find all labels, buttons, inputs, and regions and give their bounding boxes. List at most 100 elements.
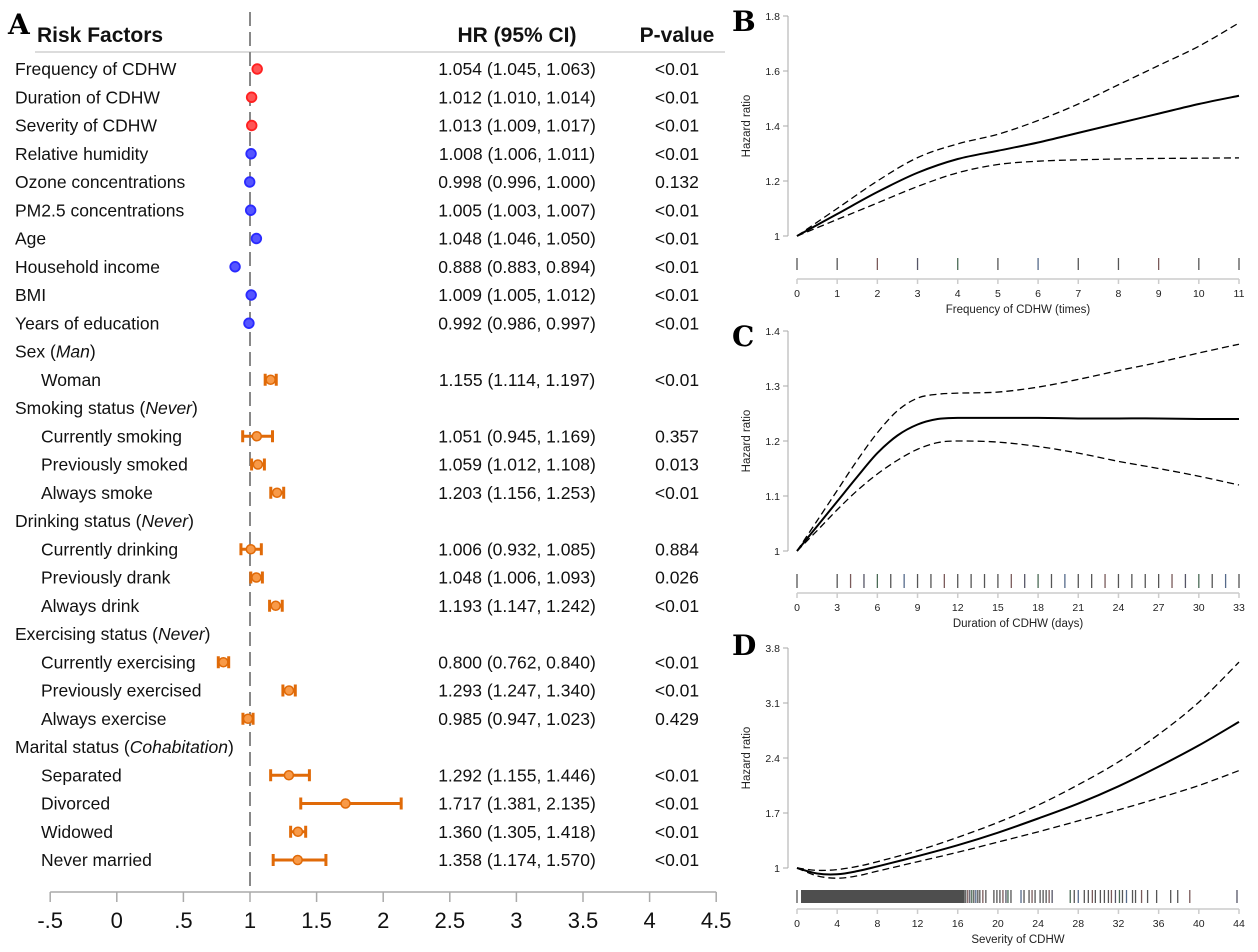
hr-ci-value: 1.059 (1.012, 1.108) <box>438 455 596 475</box>
x-tick-label: 9 <box>1156 288 1162 300</box>
x-tick-label: 16 <box>952 918 964 930</box>
forest-row: Relative humidity 1.008 (1.006, 1.011) <0.… <box>15 144 699 164</box>
x-tick-label: 3 <box>510 908 522 933</box>
p-value: <0.01 <box>655 229 699 249</box>
y-tick-label: 1 <box>774 546 780 558</box>
row-label: Previously smoked <box>41 455 188 475</box>
row-label: Marital status (Cohabitation) <box>15 737 234 757</box>
reference-category: Never <box>158 624 206 644</box>
p-value: <0.01 <box>655 285 699 305</box>
x-tick-label: 32 <box>1113 918 1125 930</box>
x-tick-label: 3 <box>834 602 840 614</box>
ci-lower-curve <box>796 157 1240 237</box>
p-value: 0.013 <box>655 455 699 475</box>
forest-row: Separated 1.292 (1.155, 1.446) <0.01 <box>41 765 699 785</box>
hr-point <box>270 600 281 611</box>
hr-ci-value: 1.005 (1.003, 1.007) <box>438 200 596 220</box>
x-tick-label: 4.5 <box>701 908 732 933</box>
hr-ci-value: 1.203 (1.156, 1.253) <box>438 483 596 503</box>
panel-label-d: D <box>732 629 756 662</box>
hr-ci-value: 1.155 (1.114, 1.197) <box>439 370 595 390</box>
panel-label-b: B <box>732 5 756 38</box>
panel-b-frequency-curve: B 1 1.2 1.4 1.6 1.8 Hazard ratio 0 1 2 3 4 5 6 7 8 9 10 1… <box>732 5 1245 316</box>
hr-point <box>244 204 257 216</box>
p-value: <0.01 <box>655 822 699 842</box>
forest-row: Previously smoked 1.059 (1.012, 1.108) 0.0… <box>41 455 699 475</box>
hr-ci-value: 0.998 (0.996, 1.000) <box>438 172 596 192</box>
forest-row: BMI 1.009 (1.005, 1.012) <0.01 <box>15 285 699 305</box>
x-tick-label: 8 <box>874 918 880 930</box>
forest-row: Previously exercised 1.293 (1.247, 1.340)… <box>41 681 699 701</box>
hr-point <box>245 544 257 555</box>
y-tick-label: 1 <box>774 231 780 243</box>
y-tick-label: 1.4 <box>765 121 780 133</box>
forest-row: Always drink 1.193 (1.147, 1.242) <0.01 <box>41 596 699 616</box>
row-label: Years of education <box>15 313 159 333</box>
hr-point <box>265 374 276 385</box>
x-tick-label: 2 <box>874 288 880 300</box>
p-value: 0.026 <box>655 568 699 588</box>
x-tick-label: 7 <box>1075 288 1081 300</box>
forest-group-header: Exercising status (Never) <box>15 624 210 644</box>
row-label: Household income <box>15 257 160 277</box>
hr-point <box>283 685 295 696</box>
panel-label-a: A <box>7 8 31 41</box>
x-tick-label: 18 <box>1032 602 1044 614</box>
forest-x-axis: -.5 0 .5 1 1.5 2 2.5 3 3.5 4 4.5 <box>37 891 732 933</box>
row-label: Always smoke <box>41 483 153 503</box>
p-value: <0.01 <box>655 765 699 785</box>
x-tick-label: 11 <box>1234 288 1245 300</box>
x-tick-label: 2.5 <box>435 908 466 933</box>
reference-category: Man <box>56 342 90 362</box>
x-tick-label: 8 <box>1116 288 1122 300</box>
x-tick-label: 3.5 <box>568 908 599 933</box>
hr-point <box>244 176 256 188</box>
row-label: Woman <box>41 370 101 390</box>
p-value: 0.357 <box>655 426 699 446</box>
x-tick-label: 33 <box>1233 602 1245 614</box>
y-axis-title: Hazard ratio <box>741 95 753 158</box>
forest-group-header: Drinking status (Never) <box>15 511 194 531</box>
hr-point <box>251 431 263 442</box>
p-value: <0.01 <box>655 257 699 277</box>
row-label: Separated <box>41 765 122 785</box>
p-value: <0.01 <box>655 116 699 136</box>
hr-point <box>243 317 255 329</box>
panel-d-severity-curve: D 1 1.7 2.4 3.1 3.8 Hazard ratio 0 4 8 12 16 20 24 28… <box>732 629 1245 946</box>
x-tick-label: 0 <box>111 908 123 933</box>
x-tick-label: 9 <box>915 602 921 614</box>
hr-point <box>283 770 295 781</box>
x-tick-label: 21 <box>1072 602 1084 614</box>
x-tick-label: 0 <box>794 918 800 930</box>
hr-ci-value: 1.012 (1.010, 1.014) <box>438 87 596 107</box>
hr-ci-value: 0.888 (0.883, 0.894) <box>438 257 596 277</box>
row-label: Always exercise <box>41 709 166 729</box>
p-value: 0.429 <box>655 709 699 729</box>
x-tick-label: 36 <box>1153 918 1165 930</box>
y-tick-label: 3.1 <box>765 698 780 710</box>
row-label-end: ) <box>228 737 234 757</box>
reference-category: Never <box>145 398 193 418</box>
p-value: <0.01 <box>655 144 699 164</box>
forest-row: Ozone concentrations 0.998 (0.996, 1.000)… <box>15 172 699 192</box>
x-tick-label: 15 <box>992 602 1004 614</box>
hr-point <box>218 657 229 668</box>
row-label: PM2.5 concentrations <box>15 200 185 220</box>
hr-point <box>242 713 254 724</box>
x-tick-label: 24 <box>1032 918 1044 930</box>
x-tick-label: 1.5 <box>301 908 332 933</box>
x-axis-title: Duration of CDHW (days) <box>953 618 1084 630</box>
forest-row: Currently exercising 0.800 (0.762, 0.840)… <box>41 652 699 672</box>
row-label: Age <box>15 229 46 249</box>
hr-point <box>292 826 304 837</box>
header-hr-ci: HR (95% CI) <box>457 24 576 47</box>
hr-ci-value: 1.360 (1.305, 1.418) <box>438 822 596 842</box>
x-tick-label: 30 <box>1193 602 1205 614</box>
forest-row: Age 1.048 (1.046, 1.050) <0.01 <box>15 229 699 249</box>
y-tick-label: 1.2 <box>765 436 780 448</box>
ci-upper-curve <box>796 343 1240 552</box>
header-p-value: P-value <box>640 24 715 47</box>
y-tick-label: 1.7 <box>765 808 780 820</box>
p-value: <0.01 <box>655 850 699 870</box>
